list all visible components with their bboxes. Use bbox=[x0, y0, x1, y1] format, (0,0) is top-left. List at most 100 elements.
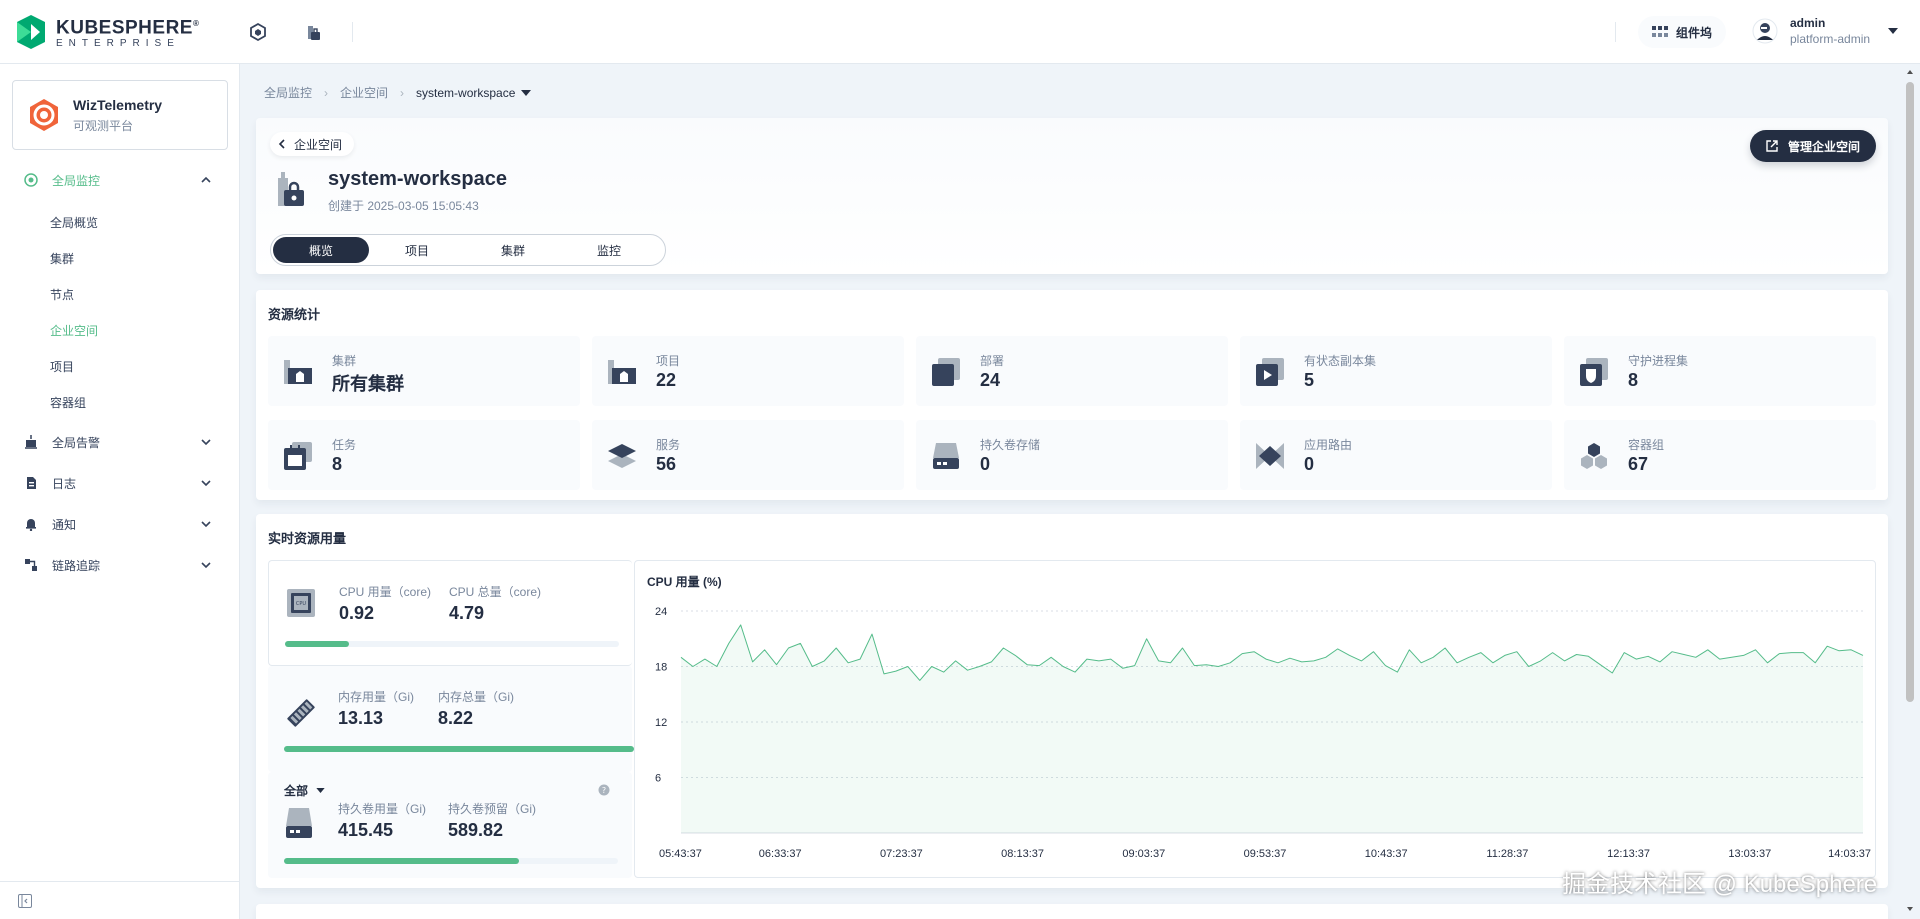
stat-value: 24 bbox=[980, 370, 1001, 390]
manage-workspace-button[interactable]: 管理企业空间 bbox=[1749, 130, 1876, 162]
chevron-down-icon bbox=[201, 521, 211, 528]
volume-filter-label: 全部 bbox=[284, 784, 309, 798]
volume-usage-block[interactable]: 全部 ? 持久卷用量（Gi) 415.45 持久卷预留（Gi) 589.82 bbox=[268, 772, 632, 878]
wiztelemetry-logo-icon bbox=[30, 99, 58, 131]
alert-icon bbox=[25, 435, 37, 449]
cpu-icon: CPU bbox=[287, 589, 315, 617]
nav-group-label: 链路追踪 bbox=[52, 558, 101, 573]
workspace-tabs: 概览 项目 集群 监控 bbox=[270, 234, 666, 266]
tab-overview[interactable]: 概览 bbox=[273, 237, 369, 263]
stat-jobs: 任务 8 bbox=[268, 420, 580, 490]
back-to-workspaces-button[interactable]: 企业空间 bbox=[270, 132, 355, 156]
stat-value: 67 bbox=[1628, 454, 1649, 474]
memory-used-value: 13.13 bbox=[338, 708, 384, 728]
memory-progress-bar bbox=[284, 746, 634, 752]
x-tick-label: 11:28:37 bbox=[1486, 848, 1528, 860]
series-line bbox=[680, 624, 1864, 681]
components-label: 组件坞 bbox=[1676, 25, 1713, 40]
chevron-down-icon bbox=[201, 439, 211, 446]
tab-monitoring[interactable]: 监控 bbox=[596, 243, 621, 258]
volume-total-value: 589.82 bbox=[448, 820, 504, 840]
caret-down-icon bbox=[316, 788, 325, 793]
project-icon bbox=[608, 360, 636, 384]
workspace-icon[interactable] bbox=[302, 20, 326, 44]
stat-label: 持久卷存储 bbox=[980, 438, 1041, 452]
scroll-up-icon[interactable] bbox=[1906, 68, 1914, 76]
volume-used-label: 持久卷用量（Gi) bbox=[338, 802, 426, 816]
stat-statefulsets: 有状态副本集 5 bbox=[1240, 336, 1552, 406]
memory-usage-block[interactable]: 内存用量（Gi) 13.13 内存总量（Gi) 8.22 bbox=[268, 666, 634, 772]
kubesphere-logo-icon bbox=[17, 15, 45, 50]
chevron-down-icon bbox=[201, 480, 211, 487]
cluster-icon bbox=[284, 360, 312, 384]
scroll-down-icon[interactable] bbox=[1906, 905, 1914, 913]
components-button[interactable]: 组件坞 bbox=[1638, 16, 1727, 48]
user-name: admin bbox=[1790, 16, 1826, 30]
nav-group-label: 日志 bbox=[52, 476, 77, 491]
sidebar-item-clusters[interactable]: 集群 bbox=[50, 252, 75, 266]
breadcrumb-separator: › bbox=[324, 85, 329, 100]
cpu-usage-block[interactable]: CPU CPU 用量（core) 0.92 CPU 总量（core) 4.79 bbox=[268, 560, 632, 666]
cpu-used-label: CPU 用量（core) bbox=[339, 585, 432, 599]
stat-volumes: 持久卷存储 0 bbox=[916, 420, 1228, 490]
app-card: WizTelemetry 可观测平台 bbox=[12, 80, 228, 150]
volume-used-value: 415.45 bbox=[338, 820, 394, 840]
statefulset-icon bbox=[1256, 358, 1284, 386]
resource-statistics-card: 资源统计 集群 所有集群 项目 22 部署 24 有状态副本集 5 守护进程集 … bbox=[256, 290, 1888, 500]
user-menu[interactable]: admin platform-admin bbox=[1752, 15, 1899, 47]
logo-main: KUBESPHERE bbox=[56, 17, 193, 39]
watermark: 掘金技术社区 @ KubeSphere bbox=[1562, 871, 1878, 898]
sidebar-item-global-overview[interactable]: 全局概览 bbox=[50, 216, 99, 230]
breadcrumb-current[interactable]: system-workspace bbox=[416, 85, 532, 100]
tracing-icon bbox=[25, 559, 37, 571]
x-tick-label: 13:03:37 bbox=[1728, 848, 1771, 860]
nav-tracing[interactable]: 链路追踪 bbox=[0, 551, 240, 579]
next-section-card bbox=[256, 904, 1888, 919]
breadcrumb-workspaces[interactable]: 企业空间 bbox=[340, 86, 389, 100]
bell-icon bbox=[26, 519, 36, 531]
stat-value: 0 bbox=[980, 454, 991, 474]
page-scrollbar[interactable] bbox=[1906, 68, 1914, 913]
stat-projects: 项目 22 bbox=[592, 336, 904, 406]
nav-notifications[interactable]: 通知 bbox=[0, 510, 240, 538]
pod-icon bbox=[1581, 443, 1607, 469]
sidebar-item-projects[interactable]: 项目 bbox=[50, 360, 75, 374]
sidebar-item-pods[interactable]: 容器组 bbox=[50, 396, 87, 410]
top-divider bbox=[1615, 22, 1616, 42]
x-tick-label: 05:43:37 bbox=[659, 848, 702, 860]
cube-icon[interactable] bbox=[246, 20, 270, 44]
stat-daemonsets: 守护进程集 8 bbox=[1564, 336, 1876, 406]
stat-label: 服务 bbox=[656, 438, 681, 452]
volume-total-label: 持久卷预留（Gi) bbox=[448, 802, 536, 816]
sidebar-item-nodes[interactable]: 节点 bbox=[50, 288, 75, 302]
scroll-thumb[interactable] bbox=[1906, 82, 1914, 702]
stat-label: 容器组 bbox=[1628, 438, 1665, 452]
cpu-progress-fill bbox=[285, 641, 350, 647]
nav-global-monitoring[interactable]: 全局监控 bbox=[0, 166, 240, 194]
breadcrumb-global-monitoring[interactable]: 全局监控 bbox=[264, 86, 313, 100]
nav-group-label: 全局告警 bbox=[52, 435, 101, 450]
nav-global-alerting[interactable]: 全局告警 bbox=[0, 428, 240, 456]
stat-label: 集群 bbox=[332, 354, 357, 368]
volume-progress-bar bbox=[284, 858, 618, 864]
nav-group-label: 全局监控 bbox=[52, 173, 101, 188]
tab-clusters[interactable]: 集群 bbox=[500, 243, 525, 258]
cpu-total-label: CPU 总量（core) bbox=[449, 585, 542, 599]
x-tick-label: 07:23:37 bbox=[880, 848, 923, 860]
x-tick-label: 06:33:37 bbox=[759, 848, 802, 860]
chevron-down-icon bbox=[201, 562, 211, 569]
stat-value: 8 bbox=[1628, 370, 1639, 390]
tab-projects[interactable]: 项目 bbox=[404, 243, 429, 258]
memory-used-label: 内存用量（Gi) bbox=[338, 690, 414, 704]
kubesphere-logo[interactable]: KUBESPHERE® ENTERPRISE bbox=[14, 14, 199, 50]
breadcrumb-current-label: system-workspace bbox=[416, 85, 516, 100]
volume-filter-dropdown[interactable]: 全部 bbox=[284, 782, 325, 799]
stat-deployments: 部署 24 bbox=[916, 336, 1228, 406]
collapse-sidebar-icon[interactable] bbox=[18, 894, 32, 908]
sidebar-item-workspaces[interactable]: 企业空间 bbox=[50, 324, 99, 338]
chevron-up-icon bbox=[201, 176, 211, 183]
help-icon[interactable]: ? bbox=[598, 784, 610, 796]
svg-text:?: ? bbox=[602, 786, 606, 795]
memory-progress-fill bbox=[284, 746, 634, 752]
nav-logs[interactable]: 日志 bbox=[0, 469, 240, 497]
